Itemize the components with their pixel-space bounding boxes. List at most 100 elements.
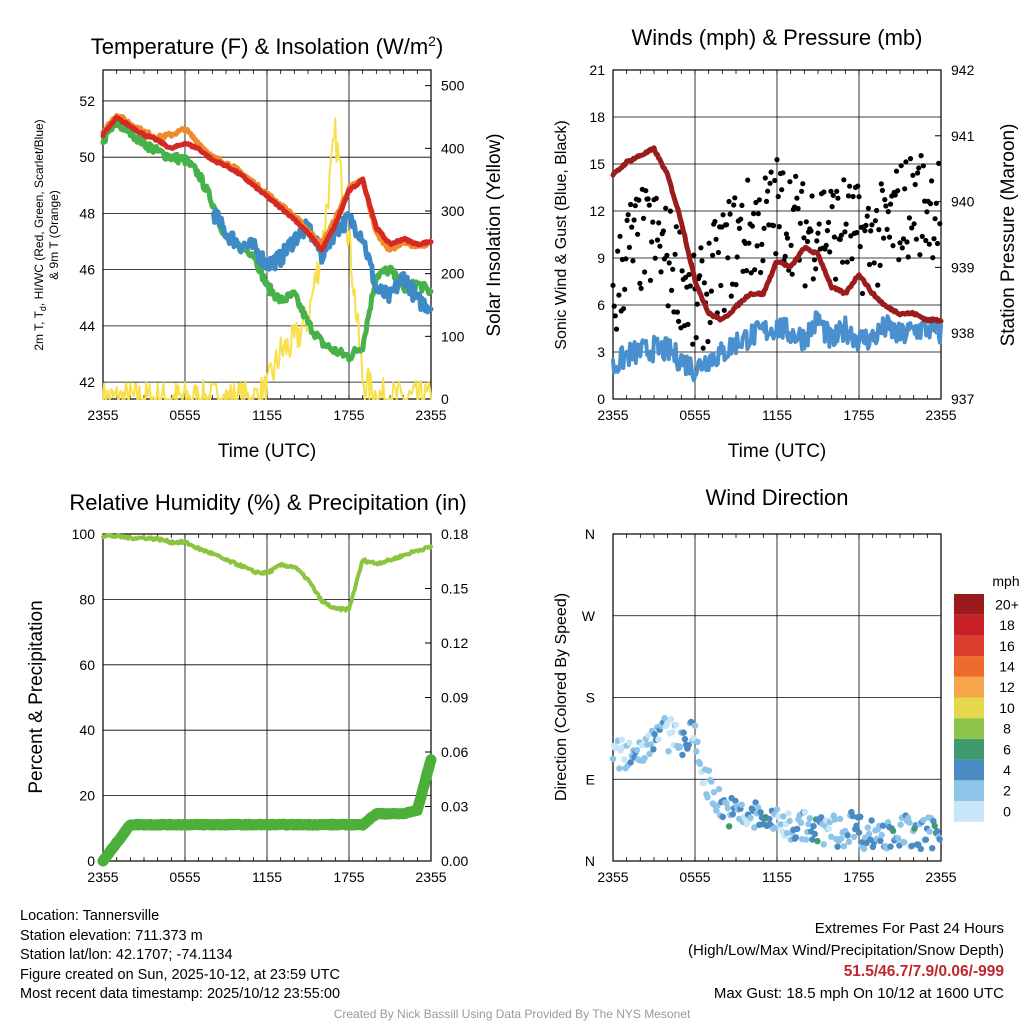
wind-direction-point [738, 801, 745, 808]
gust-point [857, 244, 863, 250]
wind-direction-point [681, 735, 689, 743]
gust-point [833, 276, 839, 282]
gust-point [864, 213, 870, 219]
gust-point [920, 163, 927, 169]
wind-direction-point [694, 738, 701, 746]
gust-point [745, 177, 751, 183]
gust-point [802, 283, 808, 289]
gust-point [865, 205, 872, 211]
x-tick-label: 0555 [169, 407, 200, 423]
colorbar-swatch [954, 801, 984, 822]
gust-point [844, 259, 850, 265]
wind-direction-point [646, 750, 653, 757]
gust-point [760, 258, 766, 264]
wind-direction-point [773, 806, 781, 813]
colorbar-label: 0 [1003, 803, 1011, 819]
wind-direction-point [696, 760, 704, 768]
y-tick-label: 46 [79, 262, 95, 278]
x-tick-label: 2355 [925, 407, 956, 423]
x-axis-label: Time (UTC) [218, 441, 317, 462]
gust-point [700, 345, 706, 351]
wind-direction-point [724, 805, 731, 812]
wind-direction-point [723, 800, 730, 807]
wind-direction-point [665, 748, 672, 755]
colorbar-label: 14 [999, 659, 1015, 675]
y2-tick-label: 400 [441, 140, 465, 156]
y-tick-label: 60 [79, 657, 95, 673]
gust-point [650, 219, 656, 225]
extremes-title: Extremes For Past 24 Hours [814, 920, 1004, 937]
gust-point [727, 211, 733, 217]
wind-direction-point [811, 830, 818, 838]
wind-direction-point [757, 809, 764, 816]
gust-point [756, 197, 763, 203]
y-axis-label-right: Solar Insolation (Yellow) [484, 133, 505, 336]
colorbar-swatch [954, 594, 984, 615]
wind-direction-point [797, 819, 805, 826]
colorbar-label: 10 [999, 700, 1015, 716]
extremes-fields: (High/Low/Max Wind/Precipitation/Snow De… [688, 941, 1004, 959]
wind-direction-point [609, 755, 617, 762]
wind-direction-point [889, 827, 897, 835]
gust-point [868, 228, 874, 234]
gust-point [896, 257, 902, 263]
gust-point [842, 229, 848, 235]
wind-direction-point [906, 819, 913, 826]
gust-point [821, 189, 827, 195]
gust-point [697, 273, 703, 279]
wind-direction-point [884, 819, 892, 826]
x-tick-label: 1155 [762, 869, 792, 885]
gust-point [624, 217, 630, 223]
wind-direction-point [887, 843, 894, 850]
wind-direction-point [685, 741, 692, 749]
credit-text: Created By Nick Bassill Using Data Provi… [333, 1007, 691, 1021]
gust-point [733, 282, 739, 288]
gust-point [630, 258, 636, 264]
y-tick-label: 0 [597, 391, 605, 407]
series-sonic-wind [611, 310, 943, 383]
y-tick-label: 3 [597, 344, 605, 360]
gust-point [683, 274, 689, 280]
gust-point [863, 222, 869, 228]
gust-point [854, 230, 860, 236]
gust-point [638, 285, 644, 291]
wind-direction-point [820, 841, 827, 848]
gust-point [765, 188, 771, 194]
x-axis-label: Time (UTC) [728, 441, 827, 462]
gust-point [903, 159, 909, 165]
gust-point [937, 221, 943, 227]
gust-point [801, 235, 807, 241]
gust-point [635, 231, 641, 237]
wind-direction-point [775, 813, 782, 820]
gust-point [782, 253, 788, 259]
series-2m-temp [100, 114, 434, 253]
gust-point [911, 221, 917, 227]
gust-point [823, 242, 829, 248]
gust-point [789, 271, 795, 277]
wind-direction-point [641, 754, 648, 762]
gust-point [897, 240, 903, 246]
station-info: Location: Tannersville Station elevation… [20, 907, 340, 1005]
wind-direction-point [931, 822, 938, 830]
gust-point [715, 249, 722, 256]
y2-tick-label: 941 [951, 128, 975, 144]
gust-point [617, 233, 623, 239]
gust-point [753, 199, 759, 206]
gust-point [736, 225, 743, 231]
gust-point [809, 193, 815, 199]
wind-direction-point [785, 810, 792, 817]
colorbar-swatch [954, 738, 984, 760]
wind-direction-point [664, 720, 671, 727]
x-tick-label: 2355 [415, 869, 446, 885]
colorbar-swatch [954, 780, 984, 801]
wind-direction-point [650, 746, 657, 753]
y-tick-label: 52 [79, 93, 95, 109]
gust-point [772, 177, 778, 184]
gust-point [835, 195, 841, 201]
gust-point [810, 276, 816, 282]
x-tick-label: 2355 [925, 869, 956, 885]
gust-point [731, 202, 737, 208]
gust-point [829, 204, 835, 210]
gust-point [892, 192, 898, 198]
wind-direction-point [849, 812, 856, 820]
